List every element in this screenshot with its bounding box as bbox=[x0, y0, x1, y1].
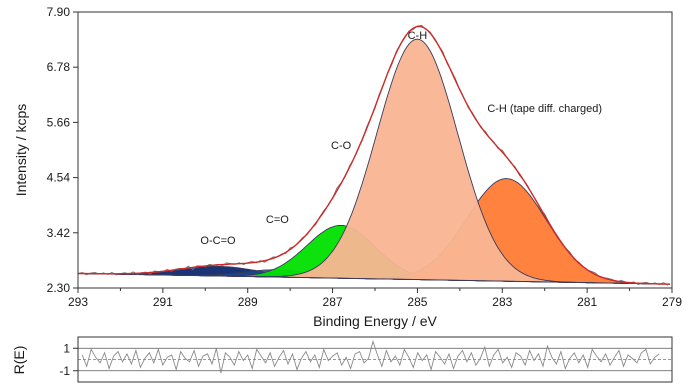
peak-labels: O-C=O C=O C-O C-H (tape diff. charged) C-H bbox=[200, 30, 602, 247]
peak-label-c-h: C-H bbox=[408, 30, 428, 42]
component-peak-c-h bbox=[78, 38, 670, 285]
residual-y-ticks: 1 -1 bbox=[59, 341, 78, 378]
fit-components bbox=[78, 38, 670, 285]
x-axis-ticks: 293 291 289 287 285 283 281 279 bbox=[68, 288, 682, 309]
y-tick-label: 3.42 bbox=[47, 226, 71, 240]
curve-lines bbox=[78, 24, 670, 286]
x-axis-title: Binding Energy / eV bbox=[313, 313, 437, 329]
residual-tick-label: -1 bbox=[59, 364, 70, 378]
peak-label-o-c-o: O-C=O bbox=[200, 235, 236, 247]
x-tick-label: 281 bbox=[577, 295, 597, 309]
y-tick-label: 4.54 bbox=[47, 171, 71, 185]
x-tick-label: 279 bbox=[662, 295, 682, 309]
x-tick-label: 289 bbox=[238, 295, 258, 309]
y-tick-label: 2.30 bbox=[47, 281, 71, 295]
peak-label-c-h-tape-diff-charged-: C-H (tape diff. charged) bbox=[487, 103, 602, 115]
peak-label-c-o: C-O bbox=[331, 140, 352, 152]
residual-trace bbox=[78, 339, 672, 374]
x-tick-label: 287 bbox=[323, 295, 343, 309]
y-tick-label: 6.78 bbox=[47, 60, 71, 74]
x-tick-label: 291 bbox=[153, 295, 173, 309]
residual-tick-label: 1 bbox=[63, 341, 70, 355]
y-axis-ticks: 2.30 3.42 4.54 5.66 6.78 7.90 bbox=[47, 5, 78, 295]
x-tick-label: 293 bbox=[68, 295, 88, 309]
y-tick-label: 7.90 bbox=[47, 5, 71, 19]
x-tick-label: 283 bbox=[492, 295, 512, 309]
y-tick-label: 5.66 bbox=[47, 115, 71, 129]
y-axis-title: Intensity / kcps bbox=[13, 104, 29, 197]
residual-frame bbox=[77, 336, 673, 383]
residual-y-title: R(E) bbox=[11, 346, 27, 375]
background-line bbox=[78, 272, 664, 285]
x-tick-label: 285 bbox=[407, 295, 427, 309]
residual-line bbox=[81, 339, 660, 374]
residual-plot: 1 -1 R(E) bbox=[11, 336, 673, 383]
peak-label-c-o: C=O bbox=[266, 214, 289, 226]
main-plot: 293 291 289 287 285 283 281 279 2.30 3.42 4.54 5.6… bbox=[13, 5, 682, 329]
fit-envelope-line bbox=[78, 25, 670, 285]
